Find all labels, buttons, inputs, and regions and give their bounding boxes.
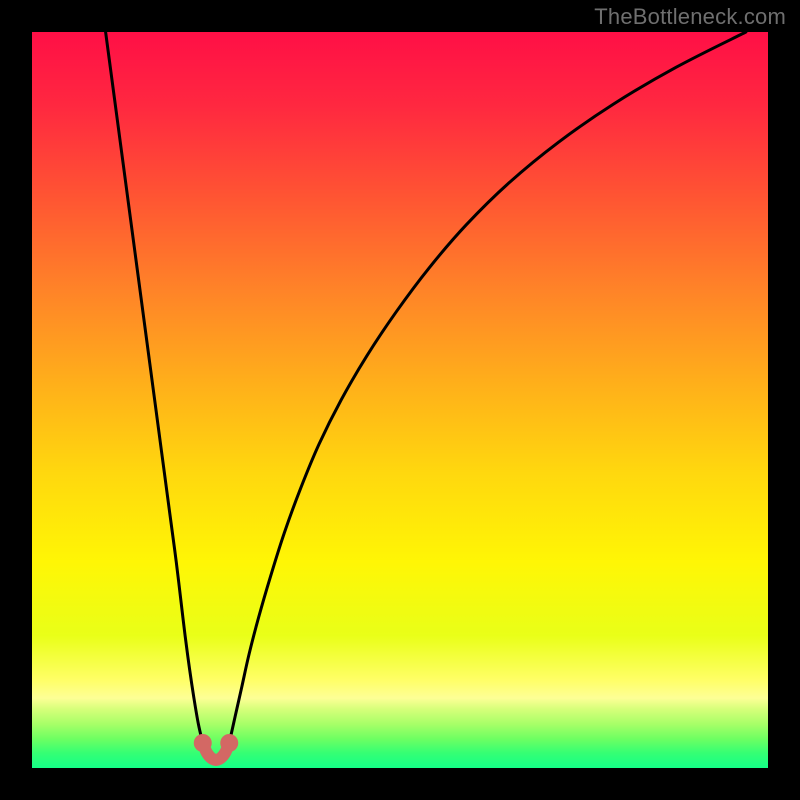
chart-container: TheBottleneck.com bbox=[0, 0, 800, 800]
bottleneck-chart bbox=[0, 0, 800, 800]
dip-marker-end-left bbox=[194, 734, 212, 752]
plot-background bbox=[32, 32, 768, 768]
watermark-label: TheBottleneck.com bbox=[594, 4, 786, 30]
dip-marker-end-right bbox=[220, 734, 238, 752]
